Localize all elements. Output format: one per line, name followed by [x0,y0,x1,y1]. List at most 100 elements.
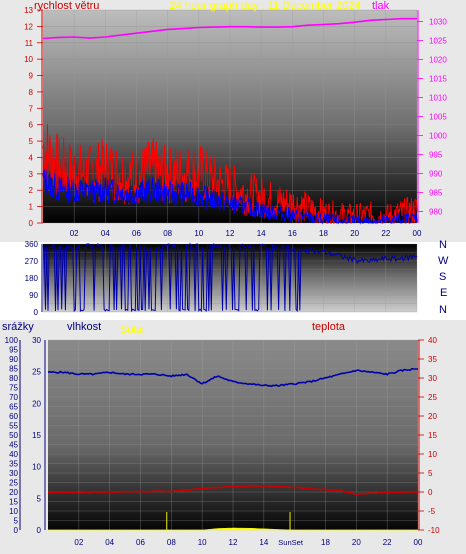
wind-tick-label: 3 [29,170,34,179]
wind-tick-label: 5 [29,137,34,146]
mid-grid [43,243,418,313]
temp-tick-label: 35 [428,355,437,364]
rain-tick-label: 85 [9,365,18,374]
top-series [42,17,418,225]
rain-tick-label: 35 [9,460,18,469]
rain-tick-label: 90 [9,355,18,364]
pressure-tick-label: 1025 [429,36,447,45]
top-x-tick-label: 16 [288,229,297,238]
humidity-line [47,367,419,388]
humidity-tick-label: 0 [37,526,42,535]
wind-tick-label: 12 [24,22,33,31]
wind-tick-label: 9 [29,72,34,81]
direction-tick-label: 90 [29,291,38,300]
humidity-tick-label: 5 [37,494,42,503]
sunrise-mark-label: Sun [278,538,291,547]
pressure-tick-label: 995 [429,151,443,160]
temp-tick-label: 40 [428,336,437,345]
compass-labels: N W S E N [438,239,449,316]
pressure-tick-label: 990 [429,170,443,179]
wind-tick-label: 10 [24,55,33,64]
direction-tick-label: 270 [25,257,39,266]
rain-label: srážky [2,321,34,333]
temp-tick-label: 0 [428,488,433,497]
top-x-tick-label: 08 [163,229,172,238]
humidity-tick-label: 30 [32,336,41,345]
wind-direction-line [42,242,418,313]
wind-avg-line [42,169,418,225]
direction-tick-label: 0 [34,308,39,317]
top-x-tick-label: 10 [194,229,203,238]
pressure-tick-label: 980 [429,208,443,217]
rain-tick-label: 75 [9,384,18,393]
top-x-tick-label: 00 [413,229,422,238]
wind-tick-label: 8 [29,88,34,97]
compass-n-top: N [439,239,447,251]
wind-tick-label: 6 [29,121,34,130]
bottom-axes: 0510152025303540455055606570758085909510… [5,336,440,547]
rain-tick-label: 55 [9,422,18,431]
temp-tick-label: 20 [428,412,437,421]
bot-x-tick-label: 06 [136,538,145,547]
bot-x-tick-label: 18 [321,538,330,547]
pressure-tick-label: 1030 [429,17,447,26]
temp-tick-label: 10 [428,450,437,459]
top-x-tick-label: 14 [257,229,266,238]
humidity-tick-label: 10 [32,463,41,472]
temp-tick-label: 5 [428,469,433,478]
pressure-tick-label: 985 [429,189,443,198]
wind-tick-label: 2 [29,186,34,195]
rain-tick-label: 25 [9,479,18,488]
solar-label: Solar [120,324,146,336]
mid-series [42,242,418,313]
pressure-tick-label: 1000 [429,132,447,141]
top-x-tick-label: 18 [319,229,328,238]
bottom-series [47,367,419,531]
wind-tick-label: 7 [29,104,34,113]
wind-tick-label: 1 [29,203,34,212]
bot-x-tick-label: 00 [414,538,423,547]
compass-e: E [440,287,447,299]
temp-tick-label: -10 [428,526,440,535]
bot-x-tick-label: 14 [259,538,268,547]
compass-n-bottom: N [439,304,447,316]
wind-speed-label: rychlost větru [34,0,99,12]
bot-x-tick-label: 12 [229,538,238,547]
sunset-mark-label: Set [292,538,304,547]
direction-tick-label: 360 [25,240,39,249]
bot-x-tick-label: 04 [105,538,114,547]
top-axes: 0123456789101112139809859909951000100510… [24,6,447,238]
temperature-label: teplota [312,321,346,333]
mid-axes: 0 90 180 270 360 [25,240,43,317]
solar-area [48,527,418,531]
bot-x-tick-label: 22 [383,538,392,547]
rain-tick-label: 15 [9,498,18,507]
top-x-tick-label: 04 [101,229,110,238]
rain-tick-label: 45 [9,441,18,450]
chart-title: 24 hour graph day : 11 December 2024 [169,0,360,12]
sun-labels: Sun Set [278,538,304,547]
rain-tick-label: 70 [9,393,18,402]
bot-x-tick-label: 10 [198,538,207,547]
humidity-tick-label: 25 [32,368,41,377]
top-x-tick-label: 02 [70,229,79,238]
bot-x-tick-label: 20 [352,538,361,547]
humidity-tick-label: 20 [32,399,41,408]
rain-tick-label: 95 [9,346,18,355]
top-x-tick-label: 06 [132,229,141,238]
pressure-line [42,17,417,40]
pressure-tick-label: 1005 [429,113,447,122]
pressure-tick-label: 1010 [429,93,447,102]
bot-x-tick-label: 08 [167,538,176,547]
wind-tick-label: 11 [25,39,34,48]
temp-tick-label: 25 [428,393,437,402]
compass-w: W [438,255,449,267]
humidity-label: vlhkost [67,321,101,333]
wind-tick-label: 4 [29,153,34,162]
rain-tick-label: 30 [9,469,18,478]
rain-tick-label: 50 [9,431,18,440]
temp-tick-label: 30 [428,374,437,383]
temp-tick-label: 15 [428,431,437,440]
pressure-tick-label: 1015 [429,74,447,83]
